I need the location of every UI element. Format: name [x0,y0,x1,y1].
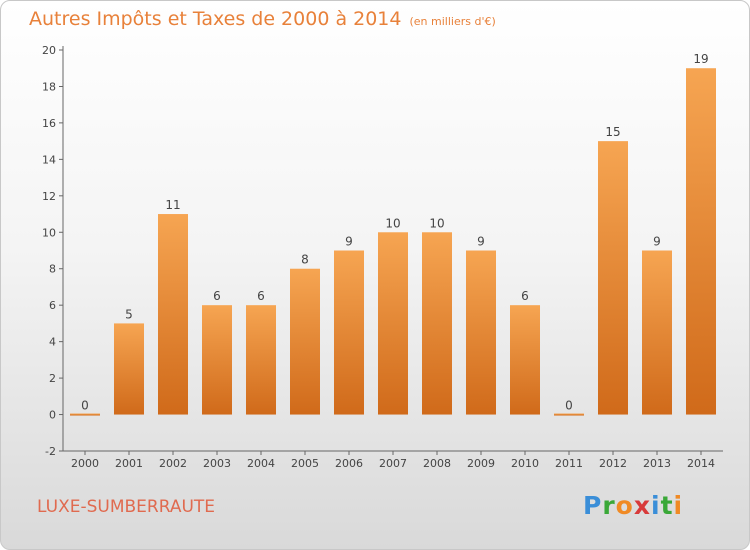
data-label-2004: 6 [257,289,265,303]
x-tick-label: 2007 [379,457,407,470]
bar-2013 [642,250,672,415]
x-tick-label: 2002 [159,457,187,470]
y-tick-label: 4 [49,336,56,349]
data-label-2008: 10 [429,216,444,230]
data-label-2009: 9 [477,235,485,249]
y-tick-label: -2 [45,445,56,458]
bar-2011 [554,413,584,416]
data-label-2000: 0 [81,399,89,413]
bar-2002 [158,214,188,415]
data-label-2013: 9 [653,235,661,249]
bar-2004 [246,305,276,415]
x-tick-label: 2008 [423,457,451,470]
logo-letter: o [615,491,634,520]
logo-letter: x [633,491,651,520]
bar-2003 [202,305,232,415]
data-label-2001: 5 [125,307,133,321]
data-label-2006: 9 [345,235,353,249]
data-labels: 0 5 11 6 6 8 9 10 10 9 6 0 15 9 19 [81,52,708,412]
x-tick-label: 2010 [511,457,539,470]
y-tick-label: 10 [42,226,56,239]
y-tick-label: 0 [49,409,56,422]
data-label-2012: 15 [605,125,620,139]
logo-letter: i [651,491,661,520]
bar-2009 [466,250,496,415]
x-tick-label: 2000 [71,457,99,470]
bars [70,68,716,416]
logo-letter: t [660,491,674,520]
chart-title-main: Autres Impôts et Taxes de 2000 à 2014 [29,8,402,30]
x-tick-label: 2001 [115,457,143,470]
x-tick-label: 2011 [555,457,583,470]
logo-letter: P [583,491,603,520]
x-tick-label: 2013 [643,457,671,470]
data-label-2010: 6 [521,289,529,303]
y-tick-label: 8 [49,263,56,276]
y-tick-label: 16 [42,117,56,130]
chart-unit-note: (en milliers d'€) [409,15,496,28]
y-axis: -2 0 2 4 6 8 10 12 14 16 18 20 [42,44,64,458]
bar-2010 [510,305,540,415]
logo-letter: r [602,491,616,520]
x-tick-label: 2003 [203,457,231,470]
data-label-2014: 19 [693,52,708,66]
x-tick-label: 2014 [687,457,715,470]
y-tick-label: 20 [42,44,56,57]
y-tick-label: 2 [49,372,56,385]
data-label-2007: 10 [385,216,400,230]
bar-2008 [422,232,452,415]
x-tick-label: 2005 [291,457,319,470]
commune-name: LUXE-SUMBERRAUTE [37,497,216,517]
y-tick-label: 18 [42,80,56,93]
bar-2000 [70,413,100,416]
proxiti-logo[interactable]: Proxiti [583,491,683,520]
x-axis: 2000 2001 2002 2003 2004 2005 2006 2007 2008 2009… [63,450,723,470]
bar-2012 [598,141,628,415]
data-label-2011: 0 [565,399,573,413]
x-tick-label: 2004 [247,457,275,470]
bar-2006 [334,250,364,415]
y-tick-label: 14 [42,153,56,166]
data-label-2005: 8 [301,253,309,267]
bar-2005 [290,268,320,415]
bar-2001 [114,323,144,415]
x-tick-label: 2009 [467,457,495,470]
y-tick-label: 6 [49,299,56,312]
x-tick-label: 2012 [599,457,627,470]
bar-2007 [378,232,408,415]
data-label-2002: 11 [165,198,180,212]
chart-title: Autres Impôts et Taxes de 2000 à 2014 (en… [29,8,496,30]
y-tick-label: 12 [42,190,56,203]
logo-letter: i [673,491,684,520]
bar-2014 [686,68,716,415]
data-label-2003: 6 [213,289,221,303]
x-tick-label: 2006 [335,457,363,470]
